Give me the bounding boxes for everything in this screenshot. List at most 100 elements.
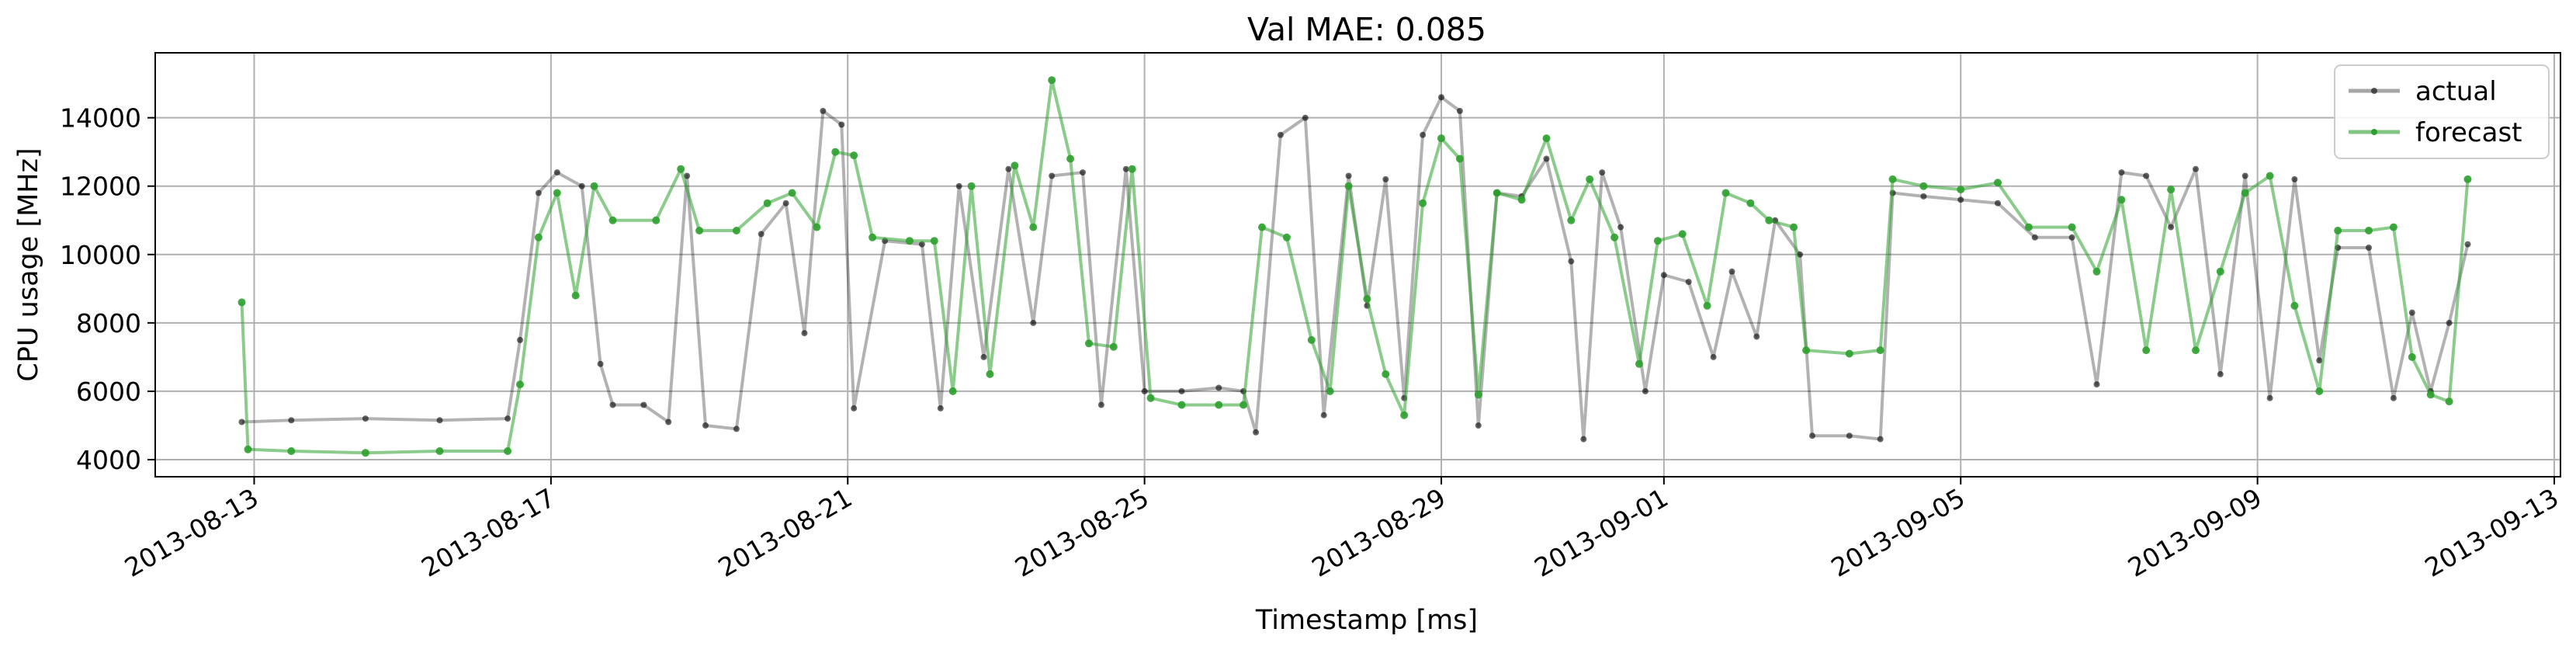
forecast-point (1567, 216, 1576, 224)
forecast-point (1400, 411, 1409, 419)
forecast-point (831, 148, 840, 156)
forecast-point (1455, 155, 1464, 163)
actual-point (2068, 234, 2075, 241)
actual-point (517, 336, 523, 343)
forecast-point (1994, 179, 2002, 187)
actual-point (758, 231, 764, 238)
actual-series (238, 94, 2471, 443)
actual-point (937, 405, 944, 412)
forecast-point (2463, 175, 2472, 183)
forecast-point (1177, 401, 1186, 409)
forecast-point (608, 216, 617, 224)
forecast-point (1437, 134, 1445, 143)
forecast-point (1382, 370, 1390, 378)
actual-point (1005, 165, 1012, 172)
forecast-point (435, 447, 444, 455)
forecast-point (2334, 227, 2342, 234)
forecast-point (2142, 346, 2151, 355)
actual-point (1797, 251, 1804, 258)
forecast-point (1146, 394, 1155, 402)
actual-point (1141, 387, 1148, 394)
plot-frame (154, 52, 2561, 478)
forecast-point (1586, 175, 1594, 183)
actual-point (1543, 155, 1550, 162)
actual-point (553, 169, 560, 176)
forecast-point (553, 189, 561, 197)
y-tick-label: 14000 (60, 103, 141, 134)
chart-title: Val MAE: 0.085 (1247, 11, 1486, 48)
forecast-point (2024, 223, 2033, 231)
forecast-point (1888, 175, 1897, 183)
forecast-point (677, 165, 685, 173)
actual-point (1382, 175, 1389, 182)
actual-point (2291, 175, 2298, 182)
forecast-point (1517, 196, 1526, 204)
actual-point (702, 422, 709, 429)
forecast-point (2290, 301, 2299, 310)
actual-point (535, 189, 542, 196)
actual-point (1302, 114, 1309, 121)
actual-point (1030, 319, 1037, 326)
actual-point (609, 401, 616, 408)
actual-point (1846, 432, 1853, 439)
actual-point (2464, 241, 2471, 248)
forecast-point (1258, 223, 1266, 231)
forecast-point (1363, 295, 1371, 303)
forecast-point (2068, 223, 2076, 231)
actual-point (1277, 131, 1284, 138)
forecast-point (590, 182, 598, 190)
forecast-point (1653, 237, 1662, 245)
actual-point (1685, 279, 1692, 285)
forecast-point (1011, 162, 1019, 170)
forecast-point (2241, 189, 2249, 197)
forecast-point (1721, 189, 1730, 197)
forecast-point (244, 445, 252, 453)
forecast-point (1048, 76, 1056, 85)
actual-point (2143, 172, 2150, 179)
forecast-point (695, 227, 704, 234)
actual-point (1580, 436, 1587, 443)
forecast-point (2408, 353, 2416, 361)
actual-point (1080, 169, 1086, 176)
y-axis-title: CPU usage [MHz] (13, 148, 44, 381)
actual-point (1420, 131, 1427, 138)
actual-point (1215, 384, 1222, 391)
legend-marker-actual (2371, 88, 2377, 94)
forecast-point (1746, 199, 1755, 207)
forecast-point (1215, 401, 1223, 409)
actual-point (733, 425, 740, 432)
forecast-point (1919, 182, 1928, 190)
actual-point (782, 200, 789, 207)
forecast-point (1029, 223, 1038, 231)
actual-point (1320, 412, 1327, 419)
actual-point (436, 417, 443, 424)
forecast-point (504, 447, 512, 455)
actual-point (1809, 432, 1815, 439)
actual-point (2217, 370, 2224, 377)
forecast-point (2117, 196, 2126, 204)
actual-point (1456, 107, 1463, 114)
forecast-point (2426, 391, 2435, 399)
actual-point (1642, 387, 1649, 394)
forecast-point (1474, 391, 1482, 399)
forecast-point (1678, 230, 1687, 238)
forecast-point (2216, 267, 2224, 276)
actual-point (2118, 169, 2125, 176)
actual-point (801, 330, 808, 337)
actual-point (918, 241, 925, 248)
actual-point (578, 182, 585, 189)
forecast-point (2167, 186, 2176, 194)
forecast-point (652, 216, 660, 224)
forecast-point (763, 199, 771, 207)
forecast-point (2092, 267, 2101, 276)
actual-point (2193, 165, 2199, 172)
actual-point (1995, 200, 2001, 207)
forecast-point (1307, 335, 1316, 344)
forecast-point (237, 298, 246, 307)
forecast-point (287, 447, 296, 455)
forecast-point (1703, 301, 1711, 310)
actual-point (980, 353, 987, 360)
forecast-point (1066, 155, 1075, 163)
forecast-point (1282, 233, 1291, 241)
